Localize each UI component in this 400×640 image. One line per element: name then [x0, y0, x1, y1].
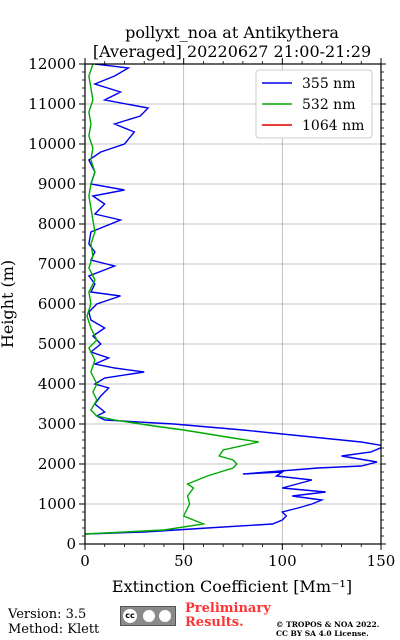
- y-tick-label: 1000: [38, 495, 76, 513]
- series-lines: [85, 64, 381, 535]
- y-tick-label: 6000: [38, 295, 76, 313]
- legend-label: 532 nm: [302, 97, 355, 113]
- copyright-line2: CC BY SA 4.0 License.: [276, 629, 369, 638]
- preliminary-line1: Preliminary: [185, 601, 271, 616]
- x-tick-label: 150: [367, 552, 396, 570]
- cc-license-icon: cc: [120, 606, 176, 626]
- y-tick-label: 11000: [28, 95, 76, 113]
- legend: 355 nm 532 nm 1064 nm: [255, 69, 373, 139]
- chart-title-line1: pollyxt_noa at Antikythera: [125, 23, 339, 42]
- y-tick-label: 7000: [38, 255, 76, 273]
- copyright-notice: © TROPOS & NOA 2022. CC BY SA 4.0 Licens…: [276, 620, 379, 638]
- x-axis-label: Extinction Coefficient [Mm⁻¹]: [112, 577, 352, 596]
- y-axis-label: Height (m): [0, 260, 17, 348]
- cc-icon: cc: [123, 609, 137, 623]
- copyright-line1: © TROPOS & NOA 2022.: [276, 620, 380, 629]
- y-tick-label: 0: [66, 535, 76, 553]
- axes: [79, 58, 386, 550]
- y-tick-label: 8000: [38, 215, 76, 233]
- legend-label: 355 nm: [302, 76, 355, 92]
- y-tick-label: 4000: [38, 375, 76, 393]
- legend-box: [255, 69, 373, 139]
- y-tick-label: 5000: [38, 335, 76, 353]
- legend-label: 1064 nm: [302, 118, 364, 134]
- y-tick-label: 3000: [38, 415, 76, 433]
- x-tick-label: 50: [174, 552, 193, 570]
- preliminary-notice: Preliminary Results.: [185, 602, 271, 630]
- x-tick-label: 100: [268, 552, 297, 570]
- tick-labels: 0 50 100 150 0 1000 2000 3000 4000 5000 6000 7000 80…: [28, 55, 395, 570]
- y-tick-label: 12000: [28, 55, 76, 73]
- y-tick-label: 9000: [38, 175, 76, 193]
- chart-title-line2: [Averaged] 20220627 21:00-21:29: [93, 42, 371, 61]
- preliminary-line2: Results.: [185, 615, 244, 630]
- y-tick-label: 10000: [28, 135, 76, 153]
- series-line-355-nm: [85, 64, 381, 535]
- by-icon: [143, 610, 155, 622]
- series-line-532-nm: [85, 64, 259, 535]
- extinction-profile-chart: pollyxt_noa at Antikythera [Averaged] 20…: [0, 23, 395, 596]
- sa-icon: [159, 610, 171, 622]
- method-label: Method: Klett: [8, 622, 100, 637]
- y-tick-label: 2000: [38, 455, 76, 473]
- version-label: Version: 3.5: [8, 607, 87, 622]
- x-tick-label: 0: [80, 552, 90, 570]
